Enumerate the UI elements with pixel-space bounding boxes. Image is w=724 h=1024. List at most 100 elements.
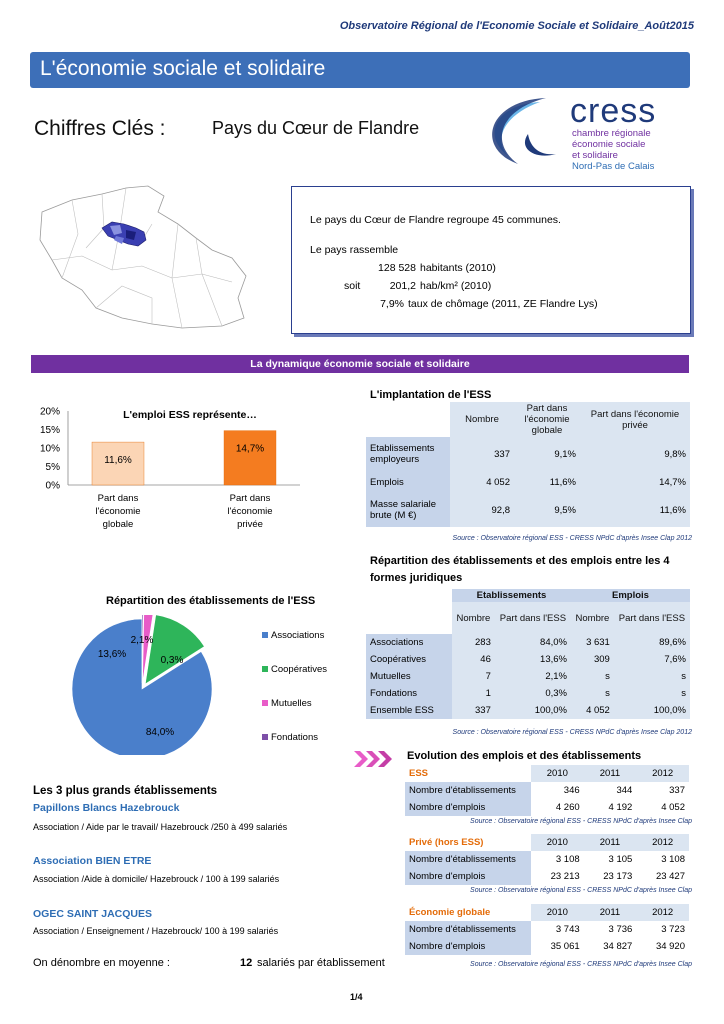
- x-tick-label: Part dans: [230, 493, 271, 504]
- top3-name-2: Association BIEN ETRE: [33, 855, 152, 867]
- habitants-label: habitants (2010): [420, 262, 496, 274]
- header-note: Observatoire Régional de l'Economie Soci…: [339, 20, 694, 32]
- row-label: Etablissements employeurs: [366, 437, 450, 471]
- legend-mutuelles: Mutuelles: [271, 698, 312, 709]
- cell: 11,6%: [580, 493, 690, 527]
- source-note: Source : Observatoire régional ESS - CRE…: [470, 961, 692, 968]
- cell: 3 108: [636, 851, 689, 868]
- cell: 23 213: [531, 868, 584, 885]
- legend-associations: Associations: [271, 630, 325, 641]
- y-tick-label: 15%: [40, 425, 60, 436]
- block-name-globale: Économie globale: [409, 907, 491, 918]
- cell: 23 427: [636, 868, 689, 885]
- cell: 9,8%: [580, 437, 690, 471]
- block-name-prive: Privé (hors ESS): [409, 837, 484, 848]
- cell: 1: [452, 685, 495, 702]
- cell: 3 108: [531, 851, 584, 868]
- chevrons-icon: [352, 749, 402, 769]
- cell: 337: [452, 702, 495, 719]
- territory-info-box: Le pays du Cœur de Flandre regroupe 45 c…: [291, 186, 691, 334]
- page-number: 1/4: [350, 992, 363, 1002]
- bar-value-label: 11,6%: [104, 455, 132, 466]
- year: 2010: [531, 765, 584, 782]
- col-nombre: Nombre: [450, 402, 514, 437]
- cell: s: [613, 668, 690, 685]
- cell: 92,8: [450, 493, 514, 527]
- cell: 4 260: [531, 799, 584, 816]
- legend-swatch: [262, 666, 268, 672]
- cell: 34 920: [636, 938, 689, 955]
- year: 2012: [636, 765, 689, 782]
- col-part: Part dans l'ESS: [494, 602, 571, 634]
- logo-line-4: Nord-Pas de Calais: [572, 161, 655, 172]
- group-etablissements: Etablissements: [452, 589, 571, 602]
- rassemble-text: Le pays rassemble: [310, 244, 399, 256]
- legend-fondations: Fondations: [271, 732, 319, 743]
- cell: 346: [531, 782, 584, 799]
- year: 2011: [583, 765, 637, 782]
- row-label: Fondations: [366, 685, 452, 702]
- row-label: Masse salariale brute (M €): [366, 493, 450, 527]
- pie-value-label: 0,3%: [161, 655, 184, 666]
- col-nombre: Nombre: [570, 602, 614, 634]
- top3-name-1: Papillons Blancs Hazebrouck: [33, 802, 180, 814]
- logo-line-2: économie sociale: [572, 139, 646, 150]
- cell: 9,1%: [514, 437, 580, 471]
- cell: 34 827: [583, 938, 637, 955]
- density-label: hab/km² (2010): [420, 280, 492, 292]
- cell: 4 052: [570, 702, 614, 719]
- year: 2011: [583, 904, 637, 921]
- cress-wordmark: cress: [570, 92, 657, 130]
- cell: 23 173: [583, 868, 637, 885]
- pie-value-label: 13,6%: [98, 649, 126, 660]
- pie-legend: Associations Coopératives Mutuelles Fond…: [262, 630, 327, 766]
- pie-value-label: 2,1%: [131, 635, 154, 646]
- col-nombre: Nombre: [452, 602, 495, 634]
- implantation-table: Nombre Part dans l'économie globale Part…: [366, 402, 690, 527]
- cell: 4 192: [583, 799, 637, 816]
- pie-value-label: 84,0%: [146, 727, 174, 738]
- logo-line-1: chambre régionale: [572, 128, 651, 139]
- cell: 84,0%: [494, 634, 571, 651]
- y-tick-label: 20%: [40, 407, 60, 418]
- pie-slice: [71, 618, 213, 760]
- evolution-title: Evolution des emplois et des établisseme…: [407, 750, 642, 762]
- year: 2010: [531, 904, 584, 921]
- x-tick-label: Part dans: [98, 493, 139, 504]
- x-tick-label: l'économie: [227, 506, 272, 517]
- col-part-globale: Part dans l'économie globale: [514, 402, 580, 437]
- x-tick-label: privée: [237, 519, 263, 530]
- chomage-value: 7,9%: [380, 298, 404, 310]
- legend-swatch: [262, 632, 268, 638]
- habitants-value: 128 528: [378, 262, 416, 274]
- row-label: Nombre d'emplois: [405, 799, 531, 816]
- evolution-table-prive: Privé (hors ESS) 2010 2011 2012 Nombre d…: [405, 834, 689, 885]
- cell: 89,6%: [613, 634, 690, 651]
- density-value: 201,2: [389, 280, 416, 292]
- cress-swoosh-icon: [492, 98, 556, 164]
- cell: 14,7%: [580, 471, 690, 493]
- row-label: Associations: [366, 634, 452, 651]
- cell: 4 052: [636, 799, 689, 816]
- cell: 100,0%: [494, 702, 571, 719]
- pie-chart-title: Répartition des établissements de l'ESS: [106, 595, 316, 607]
- top3-desc-1: Association / Aide par le travail/ Hazeb…: [33, 822, 288, 832]
- cell: 100,0%: [613, 702, 690, 719]
- source-note: Source : Observatoire régional ESS - CRE…: [452, 535, 692, 542]
- cell: 283: [452, 634, 495, 651]
- legend-swatch: [262, 700, 268, 706]
- cell: 337: [450, 437, 514, 471]
- bar-value-label: 14,7%: [236, 444, 264, 455]
- year: 2010: [531, 834, 584, 851]
- top3-name-3: OGEC SAINT JACQUES: [33, 908, 153, 920]
- page-title: L'économie sociale et solidaire: [30, 52, 690, 88]
- cell: 0,3%: [494, 685, 571, 702]
- cell: 3 105: [583, 851, 637, 868]
- chart-title: L'emploi ESS représente…: [123, 409, 257, 421]
- y-tick-label: 5%: [46, 462, 61, 473]
- row-label: Nombre d'emplois: [405, 938, 531, 955]
- chiffres-cles-heading: Chiffres Clés :: [34, 117, 166, 140]
- legend-swatch: [262, 734, 268, 740]
- x-tick-label: globale: [103, 519, 134, 530]
- cress-logo: cress chambre régionale économie sociale…: [478, 92, 688, 176]
